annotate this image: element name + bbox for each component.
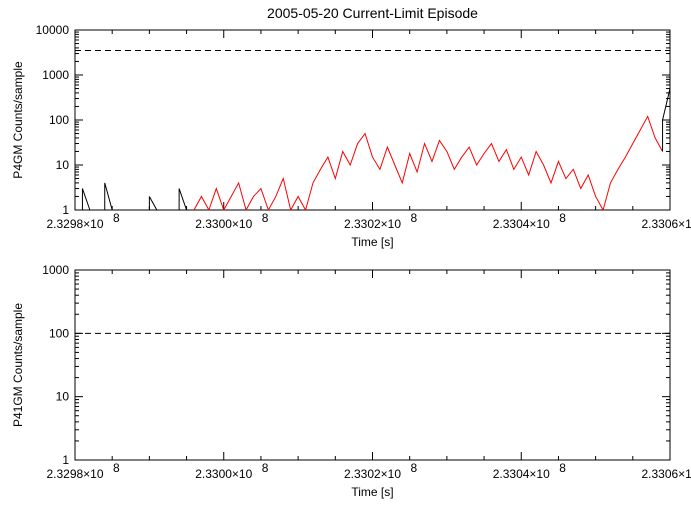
top-panel-xtick-label: 2.3302×10 8 — [344, 211, 418, 231]
top-panel-ytick-label: 1 — [62, 203, 69, 217]
top-panel-xtick-label: 2.3298×10 8 — [46, 211, 120, 231]
svg-text:2.3298×10: 2.3298×10 — [46, 467, 103, 481]
top-panel-xtick-label: 2.3304×10 8 — [493, 211, 567, 231]
svg-text:2.3302×10: 2.3302×10 — [344, 217, 401, 231]
svg-text:2.3304×10: 2.3304×10 — [493, 217, 550, 231]
chart-svg: 2005-05-20 Current-Limit Episode 1 10 100 10… — [0, 0, 691, 511]
svg-text:2.3306×10: 2.3306×10 — [641, 467, 691, 481]
bottom-panel-frame — [75, 270, 670, 460]
svg-text:8: 8 — [559, 211, 566, 225]
bottom-panel-ytick-label: 1000 — [42, 263, 69, 277]
bottom-panel-ytick-label: 10 — [56, 390, 70, 404]
bottom-panel-xtick-label: 2.3306×108 — [641, 461, 691, 481]
svg-text:8: 8 — [113, 211, 120, 225]
svg-text:2.3304×10: 2.3304×10 — [493, 467, 550, 481]
svg-text:8: 8 — [113, 461, 120, 475]
bottom-panel-xtick-label: 2.3300×10 8 — [195, 461, 269, 481]
top-panel-frame — [75, 30, 670, 210]
bottom-panel-xtick-label: 2.3298×10 8 — [46, 461, 120, 481]
svg-text:2.3302×10: 2.3302×10 — [344, 467, 401, 481]
bottom-panel-xtick-label: 2.3302×10 8 — [344, 461, 418, 481]
top-panel-ytick-label: 10000 — [36, 23, 70, 37]
bottom-panel-ytick-label: 1 — [62, 453, 69, 467]
top-panel-ytick-label: 100 — [49, 113, 69, 127]
bottom-panel-xlabel: Time [s] — [351, 485, 393, 499]
top-panel-series-red_burst — [194, 116, 663, 210]
bottom-panel-xtick-label: 2.3304×10 8 — [493, 461, 567, 481]
top-panel-ylabel: P4GM Counts/sample — [11, 61, 25, 179]
svg-text:8: 8 — [559, 461, 566, 475]
svg-text:2.3298×10: 2.3298×10 — [46, 217, 103, 231]
bottom-panel-ytick-label: 100 — [49, 326, 69, 340]
svg-text:8: 8 — [262, 461, 269, 475]
svg-text:8: 8 — [262, 211, 269, 225]
svg-text:2.3300×10: 2.3300×10 — [195, 467, 252, 481]
svg-text:2.3300×10: 2.3300×10 — [195, 217, 252, 231]
top-panel-xlabel: Time [s] — [351, 235, 393, 249]
svg-text:8: 8 — [411, 461, 418, 475]
top-panel-series-black_spikes — [82, 183, 186, 210]
top-panel-xtick-label: 2.3306×108 — [641, 211, 691, 231]
svg-text:2.3306×10: 2.3306×10 — [641, 217, 691, 231]
top-panel-ytick-label: 10 — [56, 158, 70, 172]
chart-title: 2005-05-20 Current-Limit Episode — [267, 5, 478, 21]
top-panel-ytick-label: 1000 — [42, 68, 69, 82]
svg-text:8: 8 — [411, 211, 418, 225]
top-panel-xtick-label: 2.3300×10 8 — [195, 211, 269, 231]
chart-container: { "title": "2005-05-20 Current-Limit Epi… — [0, 0, 691, 511]
bottom-panel-ylabel: P41GM Counts/sample — [11, 303, 25, 427]
